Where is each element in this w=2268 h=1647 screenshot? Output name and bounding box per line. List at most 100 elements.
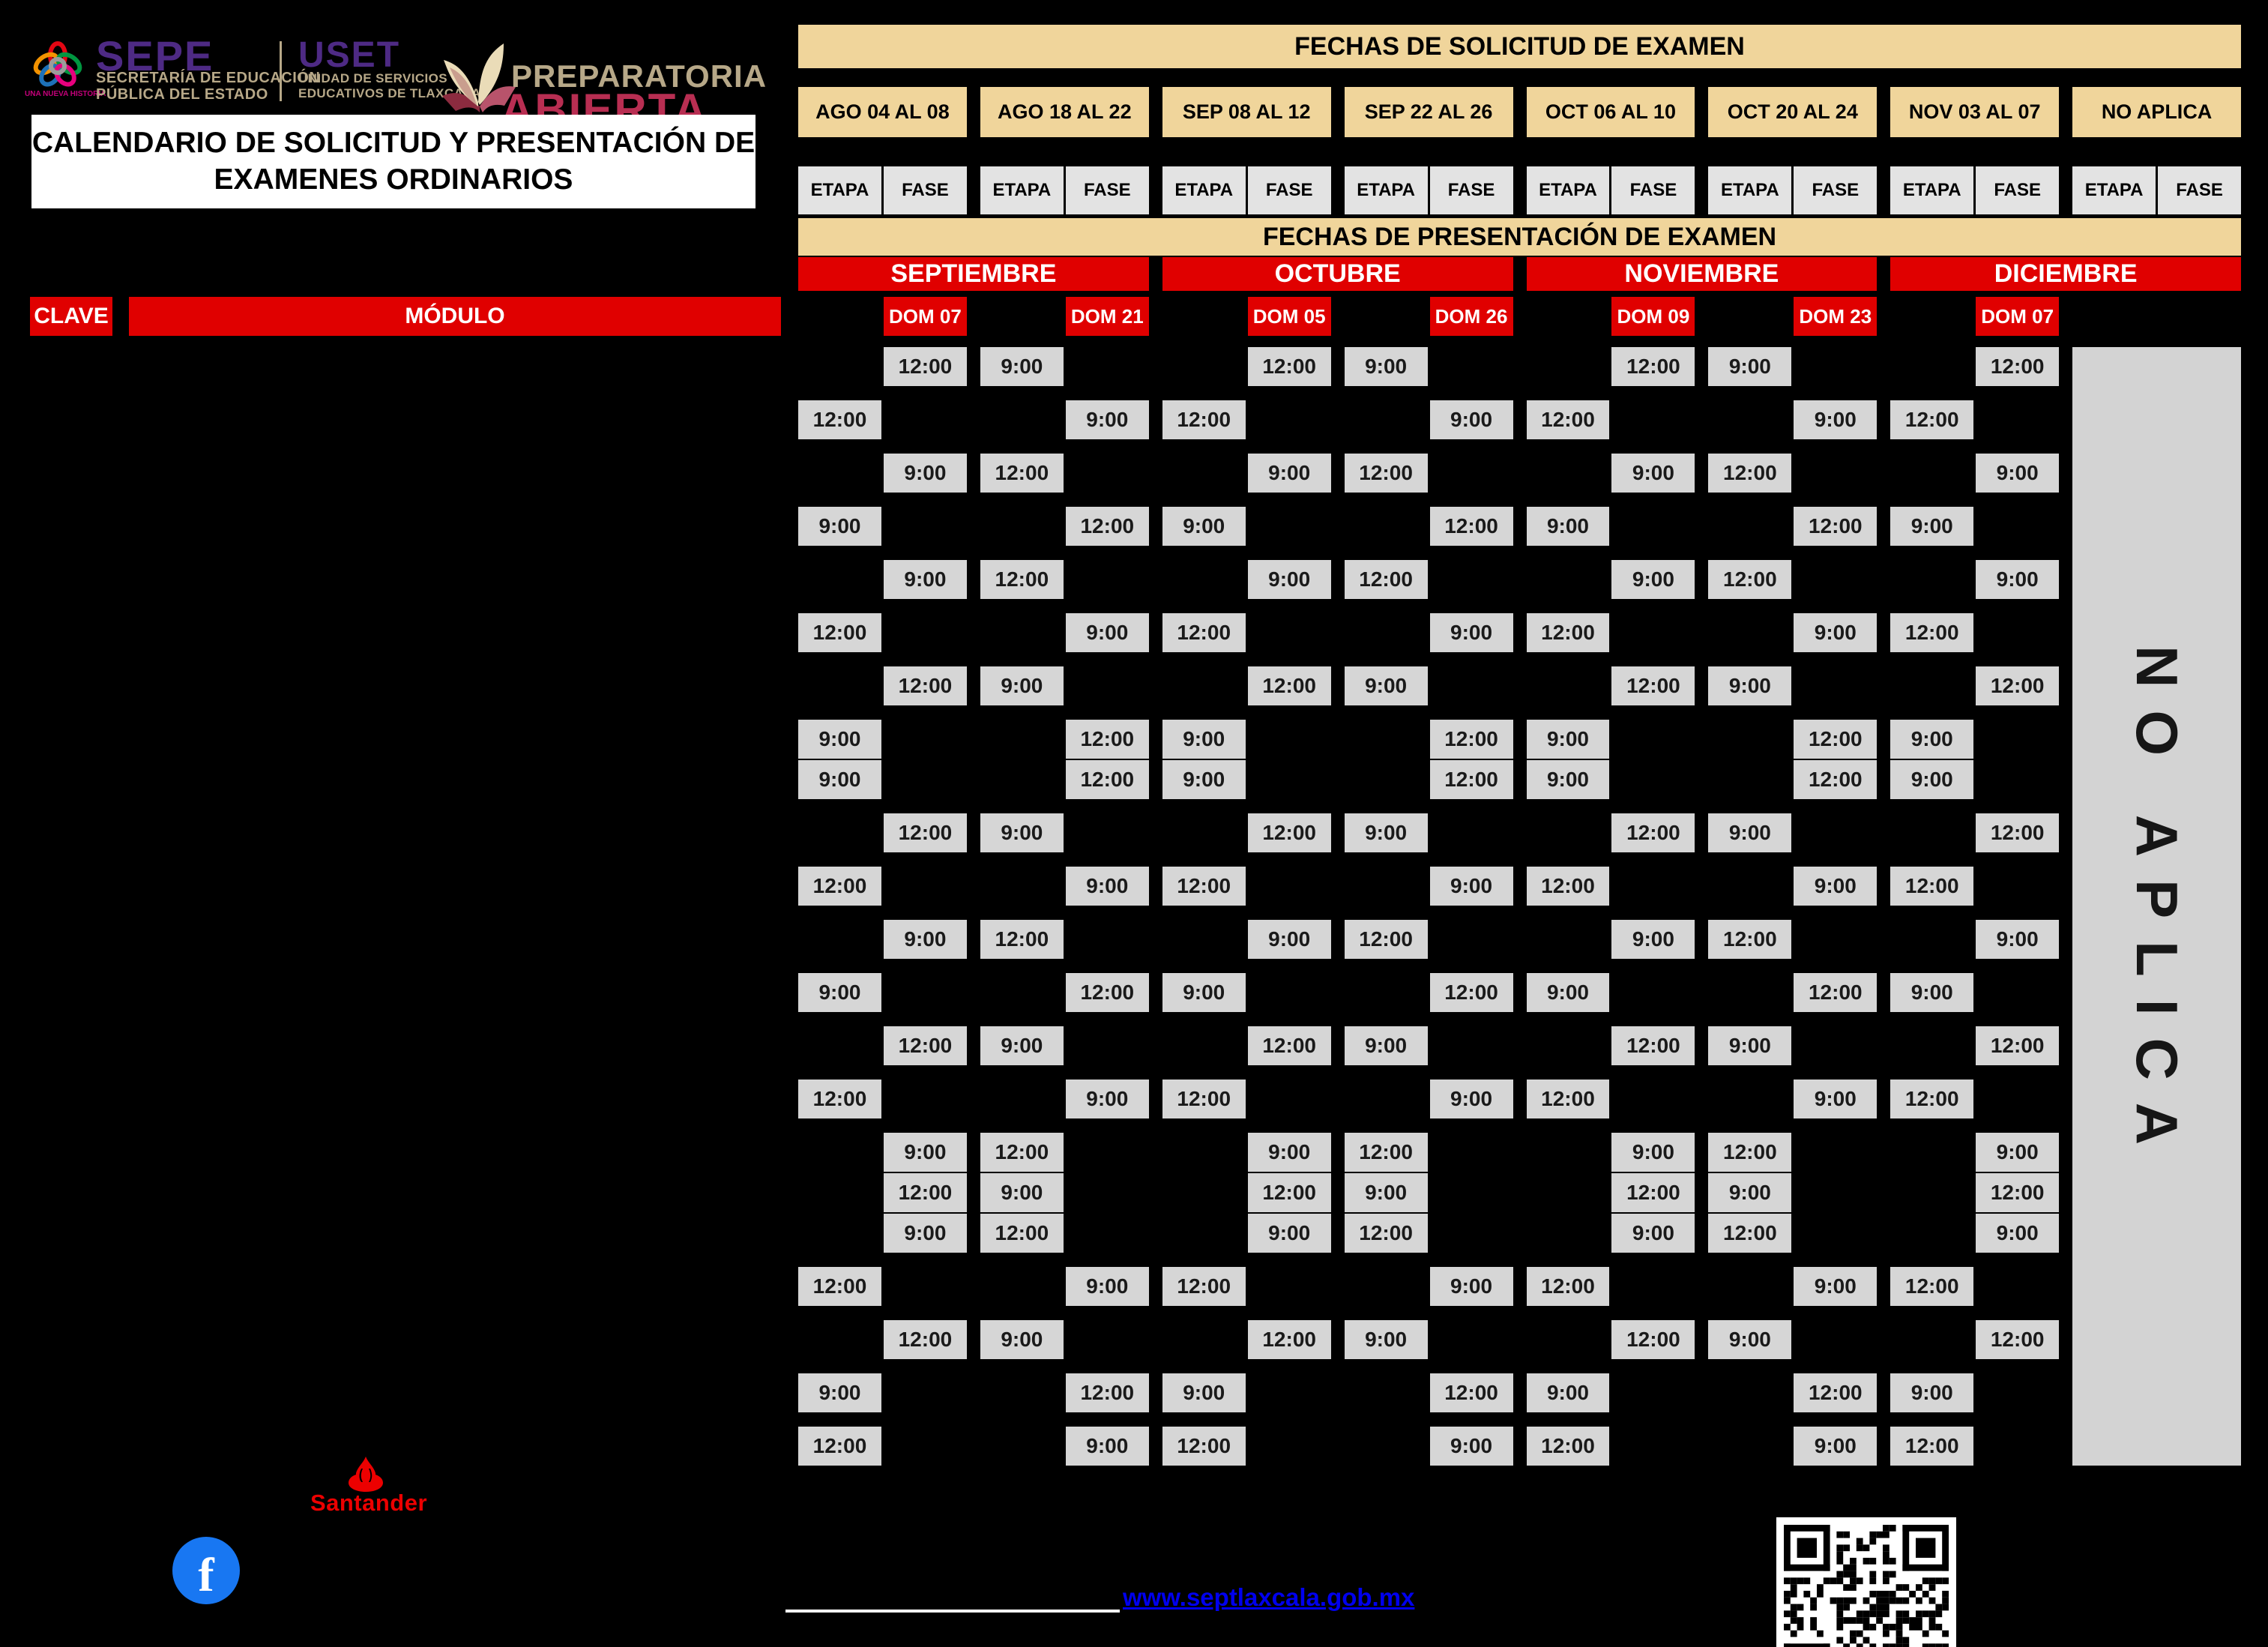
time-cell-r9-p2: 12:00	[1065, 760, 1149, 799]
time-cell-r11-p1: 12:00	[798, 867, 881, 906]
time-cell-r14-p5: 12:00	[1611, 1026, 1695, 1065]
time-cell-r4-p7: 9:00	[1890, 507, 1974, 546]
website-link[interactable]: www.septlaxcala.gob.mx	[1123, 1583, 1415, 1611]
time-cell-r16-p7: 9:00	[1976, 1133, 2060, 1172]
time-cell-r1-p2: 9:00	[980, 347, 1064, 386]
time-cell-r13-p4: 12:00	[1429, 973, 1513, 1012]
time-cell-r21-p2: 12:00	[1065, 1373, 1149, 1412]
time-cell-r7-p4: 9:00	[1344, 666, 1428, 705]
time-cell-r18-p6: 12:00	[1708, 1214, 1792, 1253]
brand-divider	[280, 41, 282, 101]
time-cell-r11-p4: 9:00	[1429, 867, 1513, 906]
time-cell-r11-p7: 12:00	[1890, 867, 1974, 906]
time-cell-r17-p5: 12:00	[1611, 1173, 1695, 1212]
time-cell-r15-p1: 12:00	[798, 1080, 881, 1118]
time-cell-r1-p6: 9:00	[1708, 347, 1792, 386]
time-cell-r5-p2: 12:00	[980, 560, 1064, 599]
time-cell-r10-p1: 12:00	[883, 813, 967, 852]
time-cell-r16-p5: 9:00	[1611, 1133, 1695, 1172]
time-cell-r22-p4: 9:00	[1429, 1427, 1513, 1466]
time-cell-r5-p7: 9:00	[1976, 560, 2060, 599]
fase-header-pair6: FASE	[1794, 166, 1878, 214]
time-cell-r8-p1: 9:00	[798, 720, 881, 759]
time-cell-r6-p1: 12:00	[798, 613, 881, 652]
time-cell-r14-p1: 12:00	[883, 1026, 967, 1065]
time-cell-r6-p4: 9:00	[1429, 613, 1513, 652]
time-cell-r5-p4: 12:00	[1344, 560, 1428, 599]
time-cell-r16-p6: 12:00	[1708, 1133, 1792, 1172]
time-cell-r5-p3: 9:00	[1247, 560, 1331, 599]
time-cell-r2-p4: 9:00	[1429, 400, 1513, 439]
time-cell-r13-p1: 9:00	[798, 973, 881, 1012]
time-cell-r5-p1: 9:00	[883, 560, 967, 599]
etapa-header-pair4: ETAPA	[1344, 166, 1428, 214]
time-cell-r14-p2: 9:00	[980, 1026, 1064, 1065]
time-cell-r3-p3: 9:00	[1247, 454, 1331, 493]
time-cell-r3-p5: 9:00	[1611, 454, 1695, 493]
time-cell-r17-p4: 9:00	[1344, 1173, 1428, 1212]
time-cell-r12-p3: 9:00	[1247, 920, 1331, 959]
time-cell-r9-p3: 9:00	[1162, 760, 1246, 799]
month-bar-septiembre: SEPTIEMBRE	[798, 257, 1149, 291]
time-cell-r8-p6: 12:00	[1794, 720, 1878, 759]
time-cell-r17-p1: 12:00	[883, 1173, 967, 1212]
time-cell-r22-p1: 12:00	[798, 1427, 881, 1466]
time-cell-r11-p2: 9:00	[1065, 867, 1149, 906]
solicitud-period-3: SEP 08 AL 12	[1162, 87, 1331, 137]
time-cell-r6-p3: 12:00	[1162, 613, 1246, 652]
fase-header-pair8: FASE	[2158, 166, 2241, 214]
dom-date-septiembre-1: DOM 07	[883, 297, 967, 336]
santander-flame-icon	[349, 1457, 383, 1492]
time-cell-r22-p3: 12:00	[1162, 1427, 1246, 1466]
time-cell-r19-p6: 9:00	[1794, 1267, 1878, 1306]
time-cell-r10-p3: 12:00	[1247, 813, 1331, 852]
time-cell-r21-p4: 12:00	[1429, 1373, 1513, 1412]
time-cell-r8-p5: 9:00	[1526, 720, 1610, 759]
time-cell-r6-p7: 12:00	[1890, 613, 1974, 652]
solicitud-period-1: AGO 04 AL 08	[798, 87, 967, 137]
time-cell-r15-p6: 9:00	[1794, 1080, 1878, 1118]
time-cell-r4-p2: 12:00	[1065, 507, 1149, 546]
time-cell-r5-p6: 12:00	[1708, 560, 1792, 599]
santander-wordmark: Santander	[310, 1490, 428, 1516]
etapa-header-pair3: ETAPA	[1162, 166, 1246, 214]
time-cell-r10-p7: 12:00	[1976, 813, 2060, 852]
time-cell-r3-p2: 12:00	[980, 454, 1064, 493]
time-cell-r3-p7: 9:00	[1976, 454, 2060, 493]
time-cell-r17-p2: 9:00	[980, 1173, 1064, 1212]
time-cell-r16-p4: 12:00	[1344, 1133, 1428, 1172]
time-cell-r18-p3: 9:00	[1247, 1214, 1331, 1253]
time-cell-r2-p6: 9:00	[1794, 400, 1878, 439]
time-cell-r13-p2: 12:00	[1065, 973, 1149, 1012]
time-cell-r17-p7: 12:00	[1976, 1173, 2060, 1212]
time-cell-r13-p7: 9:00	[1890, 973, 1974, 1012]
sepe-name-line1: SECRETARÍA DE EDUCACIÓN	[96, 70, 321, 86]
time-cell-r7-p5: 12:00	[1611, 666, 1695, 705]
time-cell-r21-p1: 9:00	[798, 1373, 881, 1412]
time-cell-r18-p1: 9:00	[883, 1214, 967, 1253]
time-cell-r19-p3: 12:00	[1162, 1267, 1246, 1306]
facebook-icon[interactable]: f	[172, 1537, 240, 1604]
time-cell-r3-p4: 12:00	[1344, 454, 1428, 493]
time-cell-r2-p1: 12:00	[798, 400, 881, 439]
dom-date-diciembre-1: DOM 07	[1976, 297, 2060, 336]
time-cell-r10-p2: 9:00	[980, 813, 1064, 852]
time-cell-r10-p6: 9:00	[1708, 813, 1792, 852]
time-cell-r16-p3: 9:00	[1247, 1133, 1331, 1172]
time-cell-r7-p6: 9:00	[1708, 666, 1792, 705]
time-cell-r22-p2: 9:00	[1065, 1427, 1149, 1466]
etapa-header-pair8: ETAPA	[2072, 166, 2156, 214]
time-cell-r18-p7: 9:00	[1976, 1214, 2060, 1253]
fase-header-pair5: FASE	[1611, 166, 1695, 214]
time-cell-r2-p7: 12:00	[1890, 400, 1974, 439]
time-cell-r15-p4: 9:00	[1429, 1080, 1513, 1118]
time-cell-r12-p4: 12:00	[1344, 920, 1428, 959]
time-cell-r21-p3: 9:00	[1162, 1373, 1246, 1412]
etapa-header-pair2: ETAPA	[980, 166, 1064, 214]
time-cell-r9-p6: 12:00	[1794, 760, 1878, 799]
clave-header: CLAVE	[30, 297, 112, 336]
month-bar-diciembre: DICIEMBRE	[1890, 257, 2241, 291]
dom-date-octubre-2: DOM 26	[1429, 297, 1513, 336]
time-cell-r19-p7: 12:00	[1890, 1267, 1974, 1306]
